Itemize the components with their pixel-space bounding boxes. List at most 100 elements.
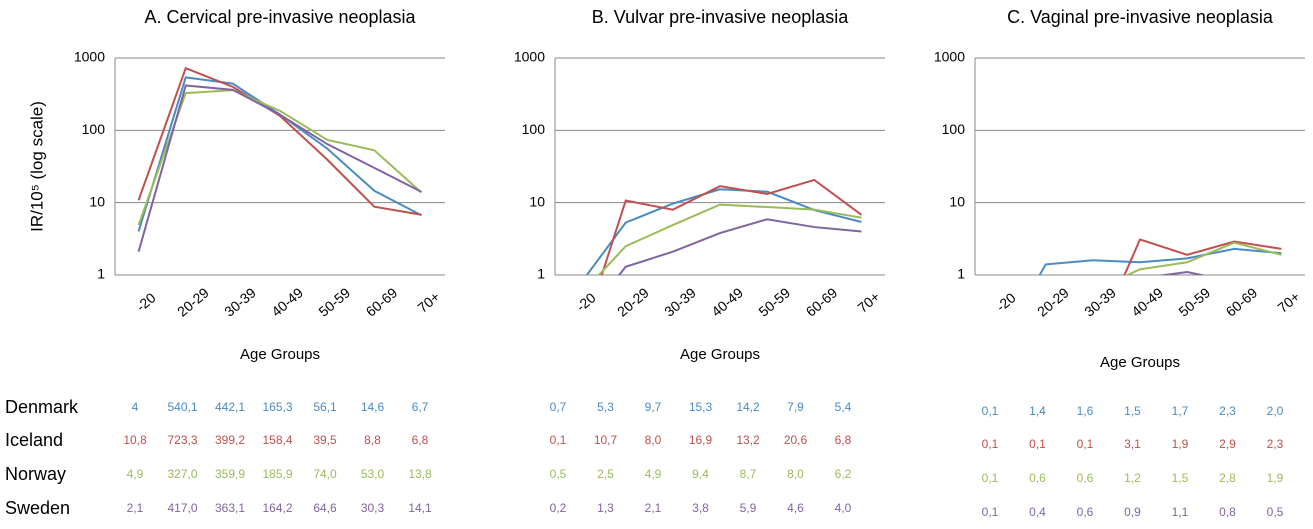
- table-value: 5,4: [835, 400, 852, 414]
- table-value: 0,5: [1267, 505, 1284, 519]
- series-line: [600, 178, 863, 275]
- table-value: 1,6: [1077, 404, 1094, 418]
- table-value: 30,3: [361, 501, 385, 515]
- table-value: 417,0: [167, 501, 197, 515]
- table-value: 7,9: [787, 400, 804, 414]
- table-value: 359,9: [215, 467, 245, 481]
- table-value: 0,7: [550, 400, 567, 414]
- table-value: 4,9: [127, 467, 144, 481]
- row-label: Sweden: [5, 498, 70, 518]
- y-tick-label: 100: [82, 121, 106, 137]
- table-value: 13,8: [408, 467, 432, 481]
- table-value: 8,0: [645, 433, 662, 447]
- table-value: 14,6: [361, 400, 385, 414]
- lines: [585, 178, 863, 275]
- chart-title: A. Cervical pre-invasive neoplasia: [144, 7, 416, 27]
- table-value: 0,9: [1124, 505, 1141, 519]
- table-value: 0,1: [982, 404, 999, 418]
- y-tick-label: 1000: [934, 49, 965, 65]
- y-tick-label: 1: [97, 266, 105, 282]
- table-value: 442,1: [215, 400, 245, 414]
- row-label: Norway: [5, 464, 66, 484]
- series-line: [137, 89, 423, 226]
- x-tick-label: 30-39: [661, 284, 699, 319]
- series-line: [1123, 238, 1282, 275]
- table-value: 0,5: [550, 467, 567, 481]
- table-value: 15,3: [689, 400, 713, 414]
- series-line: [617, 218, 862, 275]
- table-value: 1,5: [1172, 471, 1189, 485]
- y-axis-label: IR/10⁵ (log scale): [27, 101, 46, 232]
- y-tick-label: 10: [89, 193, 105, 209]
- table-value: 2,3: [1267, 437, 1284, 451]
- table-value: 165,3: [262, 400, 292, 414]
- table-value: 16,9: [689, 433, 713, 447]
- table-value: 327,0: [167, 467, 197, 481]
- x-tick-label: 40-49: [268, 284, 306, 319]
- lines: [137, 66, 423, 252]
- table-value: 5,3: [597, 400, 614, 414]
- table-value: 1,1: [1172, 505, 1189, 519]
- x-tick-label: -20: [573, 289, 599, 314]
- x-tick-label: 60-69: [1223, 284, 1261, 319]
- table-value: 0,6: [1029, 471, 1046, 485]
- table-value: 5,9: [740, 501, 757, 515]
- table-value: 4,9: [645, 467, 662, 481]
- table-value: 6,8: [835, 433, 852, 447]
- table-value: 185,9: [262, 467, 292, 481]
- table-value: 9,4: [692, 467, 709, 481]
- lines: [1038, 238, 1282, 275]
- table-value: 540,1: [167, 400, 197, 414]
- table-value: 8,8: [364, 433, 381, 447]
- table-value: 2,1: [127, 501, 144, 515]
- x-tick-label: 70+: [854, 288, 882, 316]
- table-value: 2,9: [1219, 437, 1236, 451]
- table-value: 723,3: [167, 433, 197, 447]
- table-value: 3,1: [1124, 437, 1141, 451]
- table-value: 0,4: [1029, 505, 1046, 519]
- x-tick-label: 30-39: [1081, 284, 1119, 319]
- table-value: 20,6: [784, 433, 808, 447]
- x-tick-label: 20-29: [1034, 284, 1072, 319]
- table-value: 363,1: [215, 501, 245, 515]
- x-tick-label: 70+: [414, 288, 442, 316]
- table-value: 0,1: [550, 433, 567, 447]
- table-value: 64,6: [313, 501, 337, 515]
- chart-title: C. Vaginal pre-invasive neoplasia: [1007, 7, 1274, 27]
- table-value: 10,8: [123, 433, 147, 447]
- x-tick-label: 20-29: [174, 284, 212, 319]
- x-tick-label: -20: [133, 289, 159, 314]
- x-tick-label: 70+: [1274, 288, 1302, 316]
- y-tick-label: 1: [537, 266, 545, 282]
- table-value: 4,0: [835, 501, 852, 515]
- table-value: 39,5: [313, 433, 337, 447]
- table-value: 0,1: [982, 437, 999, 451]
- series-line: [137, 84, 422, 252]
- x-tick-label: 50-59: [315, 284, 353, 319]
- y-tick-label: 100: [522, 121, 546, 137]
- table-value: 6,2: [835, 467, 852, 481]
- series-line: [1125, 241, 1282, 275]
- table-value: 2,0: [1267, 404, 1284, 418]
- row-label: Denmark: [5, 397, 79, 417]
- x-axis-label: Age Groups: [240, 346, 320, 363]
- table-value: 6,8: [412, 433, 429, 447]
- table-value: 74,0: [313, 467, 337, 481]
- x-axis-label: Age Groups: [1100, 354, 1180, 371]
- x-tick-label: 30-39: [221, 284, 259, 319]
- x-tick-label: 40-49: [1128, 284, 1166, 319]
- table-value: 9,7: [645, 400, 662, 414]
- table-value: 1,9: [1172, 437, 1189, 451]
- table-value: 8,0: [787, 467, 804, 481]
- table-value: 0,8: [1219, 505, 1236, 519]
- table-value: 0,1: [982, 471, 999, 485]
- table-value: 0,6: [1077, 505, 1094, 519]
- table-value: 2,1: [645, 501, 662, 515]
- table-value: 2,5: [597, 467, 614, 481]
- table-value: 13,2: [736, 433, 760, 447]
- chart-title: B. Vulvar pre-invasive neoplasia: [592, 7, 849, 27]
- table-value: 1,5: [1124, 404, 1141, 418]
- table-value: 164,2: [262, 501, 292, 515]
- x-tick-label: 60-69: [803, 284, 841, 319]
